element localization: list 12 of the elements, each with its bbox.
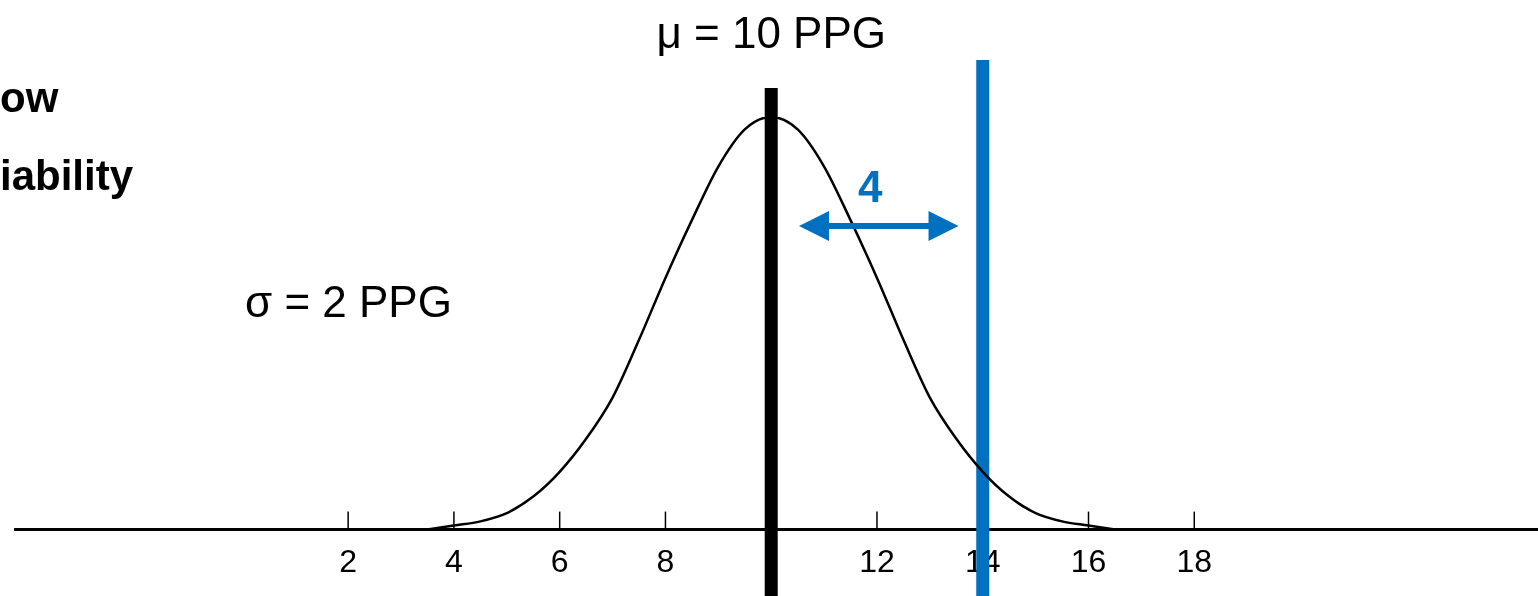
annotation: 4: [858, 162, 883, 212]
x-tick-label: 8: [656, 542, 675, 579]
x-tick-label: 16: [1070, 542, 1107, 579]
annotation: σ = 2 PPG: [245, 277, 452, 327]
x-tick-label: 4: [445, 542, 463, 579]
x-tick-label: 2: [339, 542, 358, 579]
x-tick-label: 6: [550, 542, 569, 579]
x-tick-label: 18: [1176, 542, 1213, 579]
annotation: iability: [0, 151, 134, 199]
x-tick-label: 12: [859, 542, 895, 579]
ref-line-label: μ = 10 PPG: [656, 8, 887, 58]
annotation: ow: [0, 73, 59, 121]
